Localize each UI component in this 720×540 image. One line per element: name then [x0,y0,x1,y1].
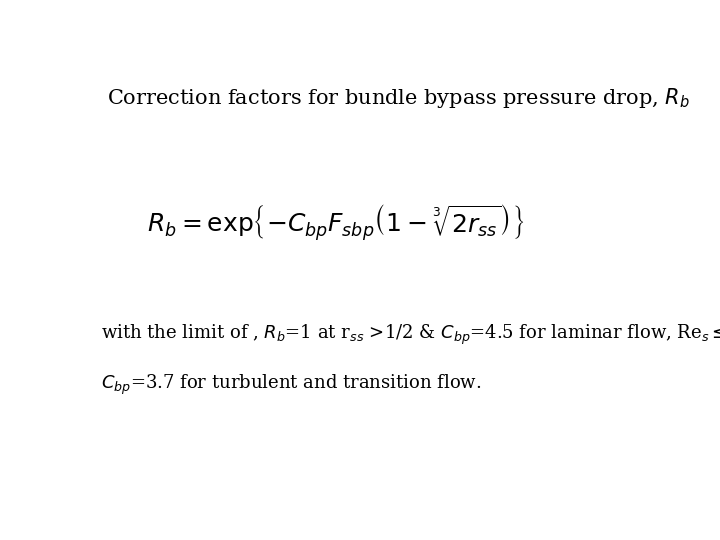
Text: with the limit of , $R_b$=1 at r$_{ss}$ >1/2 & $C_{bp}$=4.5 for laminar flow, Re: with the limit of , $R_b$=1 at r$_{ss}$ … [101,322,720,347]
Text: $R_b = \mathrm{exp}\left\{-C_{bp}F_{sbp}\left(1 - \sqrt[3]{2r_{ss}}\right)\right: $R_b = \mathrm{exp}\left\{-C_{bp}F_{sbp}… [147,202,524,243]
Text: Correction factors for bundle bypass pressure drop, $R_b$: Correction factors for bundle bypass pre… [107,85,690,110]
Text: $C_{bp}$=3.7 for turbulent and transition flow.: $C_{bp}$=3.7 for turbulent and transitio… [101,373,482,397]
